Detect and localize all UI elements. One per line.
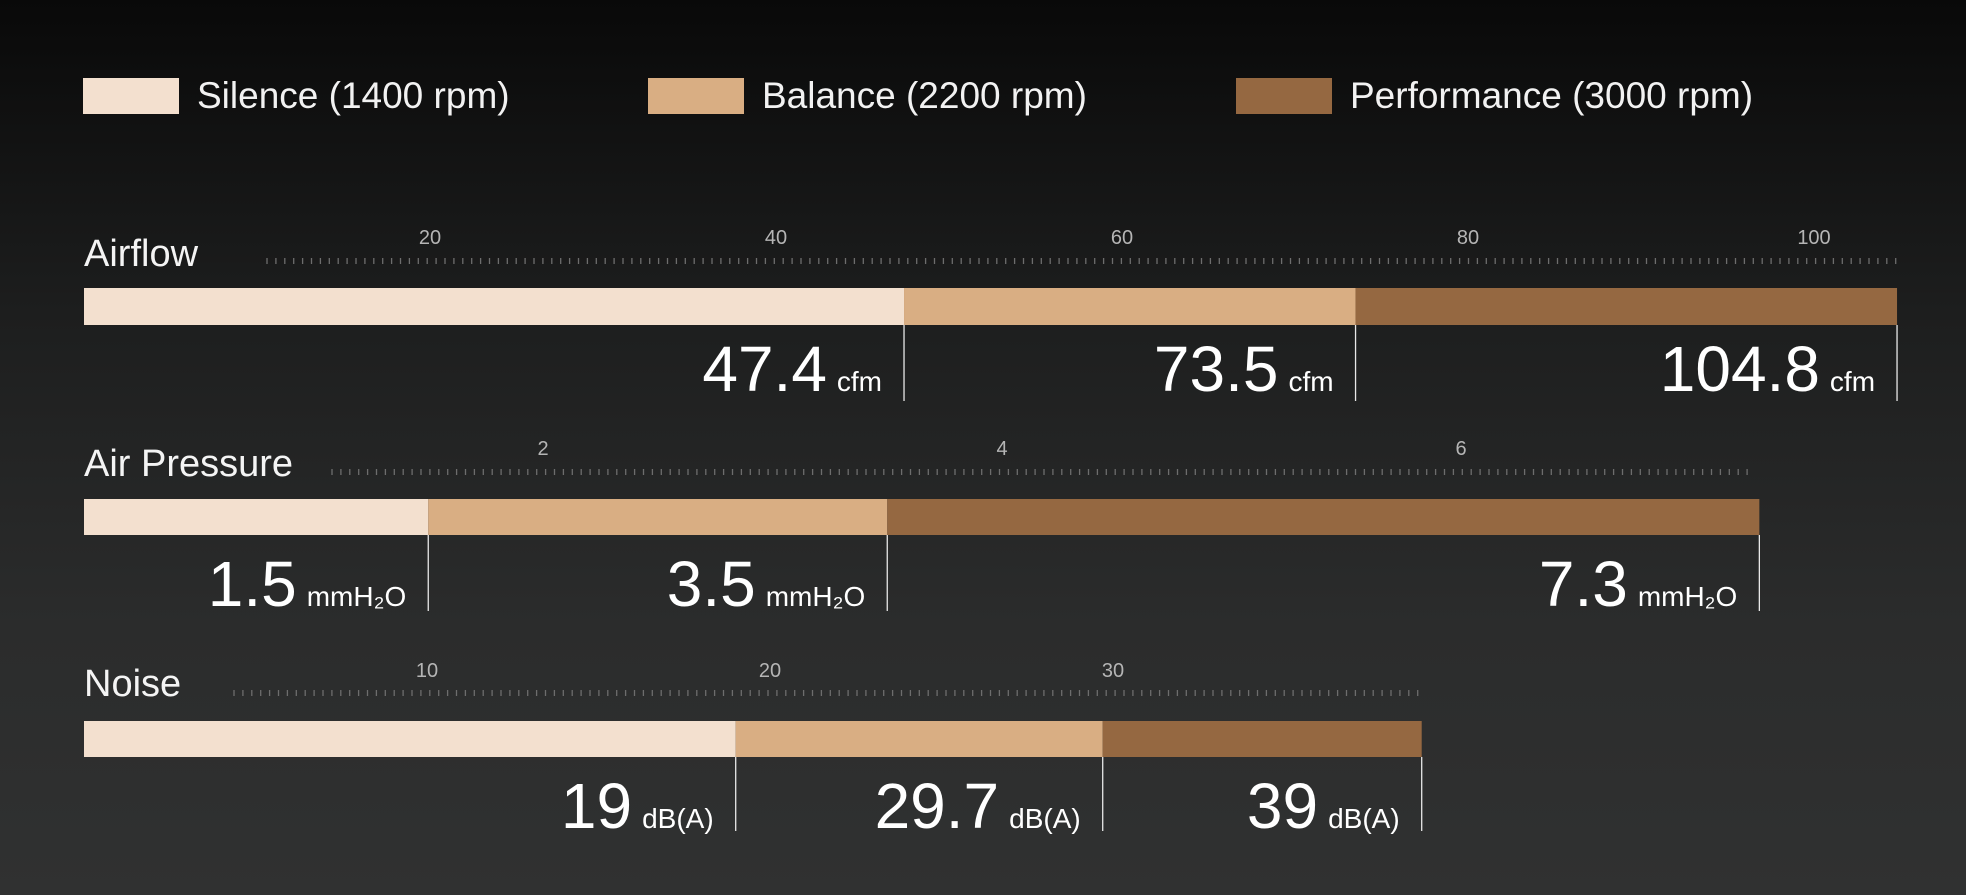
value-label: 1.5 mmH₂O (208, 548, 407, 620)
metric-title: Noise (84, 663, 181, 705)
metric-title: Air Pressure (84, 443, 293, 485)
value-label: 7.3 mmH₂O (1539, 548, 1738, 620)
tick-label: 40 (765, 227, 787, 249)
tick-label: 4 (996, 438, 1007, 460)
value-label: 29.7 dB(A) (875, 770, 1081, 842)
legend-item-performance: Performance (3000 rpm) (1236, 75, 1754, 116)
bar-segment (84, 721, 736, 757)
value-label: 73.5 cfm (1154, 333, 1334, 405)
legend-swatch-balance (648, 78, 744, 114)
bar-segment (84, 499, 429, 535)
legend-swatch-performance (1236, 78, 1332, 114)
tick-label: 60 (1111, 227, 1133, 249)
tick-label: 20 (419, 227, 441, 249)
bar-segment (428, 499, 888, 535)
value-label: 47.4 cfm (702, 333, 882, 405)
bar-segment (1355, 288, 1898, 325)
value-label: 19 dB(A) (561, 770, 714, 842)
value-label: 104.8 cfm (1660, 333, 1875, 405)
tick-label: 2 (537, 438, 548, 460)
legend-swatch-silence (83, 78, 179, 114)
tick-label: 80 (1457, 227, 1479, 249)
bar-segment (735, 721, 1103, 757)
value-label: 3.5 mmH₂O (667, 548, 866, 620)
bar-segment (904, 288, 1356, 325)
tick-label: 30 (1102, 660, 1124, 682)
value-label: 39 dB(A) (1247, 770, 1400, 842)
legend-label: Performance (3000 rpm) (1350, 75, 1754, 116)
tick-label: 100 (1797, 227, 1830, 249)
bar-segment (1102, 721, 1422, 757)
bar-segment (887, 499, 1760, 535)
tick-label: 6 (1455, 438, 1466, 460)
legend-label: Balance (2200 rpm) (762, 75, 1087, 116)
legend-label: Silence (1400 rpm) (197, 75, 510, 116)
bar-segment (84, 288, 905, 325)
tick-label: 20 (759, 660, 781, 682)
legend-item-balance: Balance (2200 rpm) (648, 75, 1087, 116)
metric-title: Airflow (84, 233, 199, 275)
tick-label: 10 (416, 660, 438, 682)
legend-item-silence: Silence (1400 rpm) (83, 75, 510, 116)
